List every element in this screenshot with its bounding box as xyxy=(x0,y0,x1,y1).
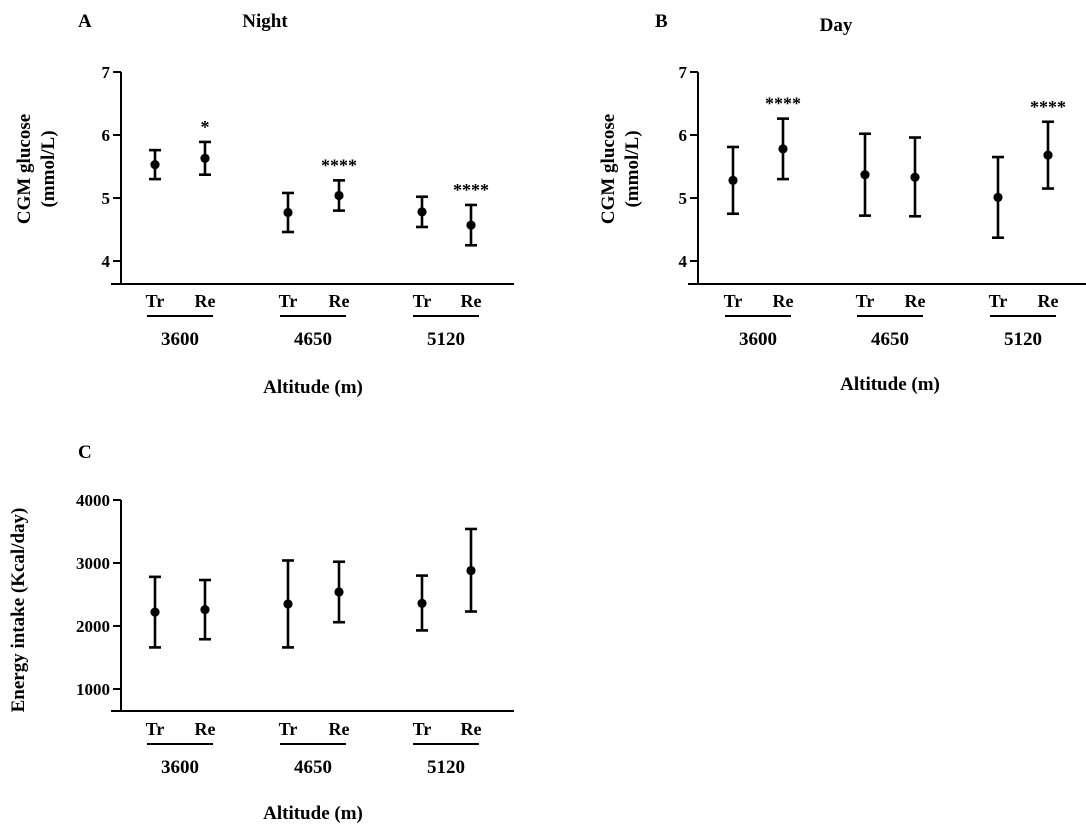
y-tick-label: 4 xyxy=(102,252,111,271)
significance-label: **** xyxy=(453,180,489,200)
altitude-group-label: 5120 xyxy=(1004,329,1042,350)
data-marks: **** **** xyxy=(727,94,1066,239)
y-tick-label: 4000 xyxy=(76,491,110,510)
significance-label: * xyxy=(201,117,210,137)
y-tick-label: 6 xyxy=(102,126,111,145)
condition-label: Re xyxy=(195,719,216,739)
mean-point xyxy=(200,153,210,163)
mean-point xyxy=(466,565,476,576)
x-categories: Tr Re Tr Re Tr Re 3600 4650 5120 xyxy=(146,719,482,778)
altitude-group-label: 5120 xyxy=(427,757,465,778)
condition-label: Re xyxy=(773,291,794,311)
altitude-group-label: 3600 xyxy=(161,329,199,350)
altitude-group-label: 4650 xyxy=(871,329,909,350)
significance-label: **** xyxy=(1030,97,1066,117)
condition-label: Re xyxy=(329,291,350,311)
altitude-group-label: 5120 xyxy=(427,329,465,350)
mean-point xyxy=(860,170,870,180)
data-marks: ********* xyxy=(149,117,489,247)
panel-letter: A xyxy=(78,11,92,32)
mean-point xyxy=(417,207,427,217)
y-axis-label-line2: (mmol/L) xyxy=(622,130,643,207)
condition-label: Tr xyxy=(989,291,1008,311)
y-tick-label: 4 xyxy=(679,252,688,271)
mean-point xyxy=(466,220,476,230)
y-tick-label: 5 xyxy=(679,189,688,208)
mean-point xyxy=(910,172,920,182)
condition-label: Tr xyxy=(146,719,165,739)
condition-label: Re xyxy=(195,291,216,311)
y-tick-label: 7 xyxy=(102,63,111,82)
condition-label: Re xyxy=(905,291,926,311)
condition-label: Tr xyxy=(279,291,298,311)
x-axis-label: Altitude (m) xyxy=(263,803,363,824)
y-axis-label-line1: CGM glucose xyxy=(14,114,35,224)
mean-point xyxy=(283,207,293,218)
y-tick-label: 1000 xyxy=(76,680,110,699)
data-marks xyxy=(149,527,477,649)
condition-label: Re xyxy=(329,719,350,739)
mean-point xyxy=(150,160,160,170)
mean-point xyxy=(200,605,210,615)
condition-label: Re xyxy=(1038,291,1059,311)
y-tick-label: 6 xyxy=(679,126,688,145)
y-tick-label: 7 xyxy=(679,63,688,82)
condition-label: Re xyxy=(461,291,482,311)
significance-label: **** xyxy=(765,94,801,114)
altitude-group-label: 3600 xyxy=(739,329,777,350)
mean-point xyxy=(150,607,160,617)
condition-label: Tr xyxy=(724,291,743,311)
condition-label: Tr xyxy=(146,291,165,311)
altitude-group-label: 4650 xyxy=(294,329,332,350)
condition-label: Tr xyxy=(413,719,432,739)
panel-letter: B xyxy=(655,11,668,32)
panel-a: A Night CGM glucose (mmol/L) Altitude (m… xyxy=(14,11,514,398)
altitude-group-label: 3600 xyxy=(161,757,199,778)
mean-point xyxy=(1043,150,1053,160)
mean-point xyxy=(417,598,427,608)
mean-point xyxy=(993,192,1003,202)
mean-point xyxy=(778,144,788,154)
x-categories: Tr Re Tr Re Tr Re 3600 4650 5120 xyxy=(724,291,1059,350)
panel-title: Night xyxy=(242,11,288,32)
condition-label: Tr xyxy=(279,719,298,739)
condition-label: Re xyxy=(461,719,482,739)
condition-label: Tr xyxy=(856,291,875,311)
altitude-group-label: 4650 xyxy=(294,757,332,778)
mean-point xyxy=(728,175,738,185)
y-axis-label: Energy intake (Kcal/day) xyxy=(8,508,29,713)
y-ticks: 1000 2000 3000 4000 xyxy=(76,491,121,699)
significance-label: **** xyxy=(321,155,357,175)
x-axis-label: Altitude (m) xyxy=(840,374,940,395)
mean-point xyxy=(334,587,344,597)
panel-c: C Energy intake (Kcal/day) Altitude (m) … xyxy=(8,442,514,824)
y-tick-label: 5 xyxy=(102,189,111,208)
y-axis-label-line1: CGM glucose xyxy=(598,114,619,224)
y-axis-label-line2: (mmol/L) xyxy=(38,130,59,207)
y-ticks: 4 5 6 7 xyxy=(102,63,121,271)
mean-point xyxy=(283,599,293,609)
y-ticks: 4 5 6 7 xyxy=(679,63,698,271)
panel-letter: C xyxy=(78,442,92,463)
y-tick-label: 2000 xyxy=(76,617,110,636)
panel-title: Day xyxy=(820,15,853,36)
x-categories: Tr Re Tr Re Tr Re 3600 4650 5120 xyxy=(146,291,482,350)
mean-point xyxy=(334,190,344,201)
condition-label: Tr xyxy=(413,291,432,311)
x-axis-label: Altitude (m) xyxy=(263,377,363,398)
panel-b: B Day CGM glucose (mmol/L) Altitude (m) … xyxy=(598,11,1086,395)
y-tick-label: 3000 xyxy=(76,554,110,573)
